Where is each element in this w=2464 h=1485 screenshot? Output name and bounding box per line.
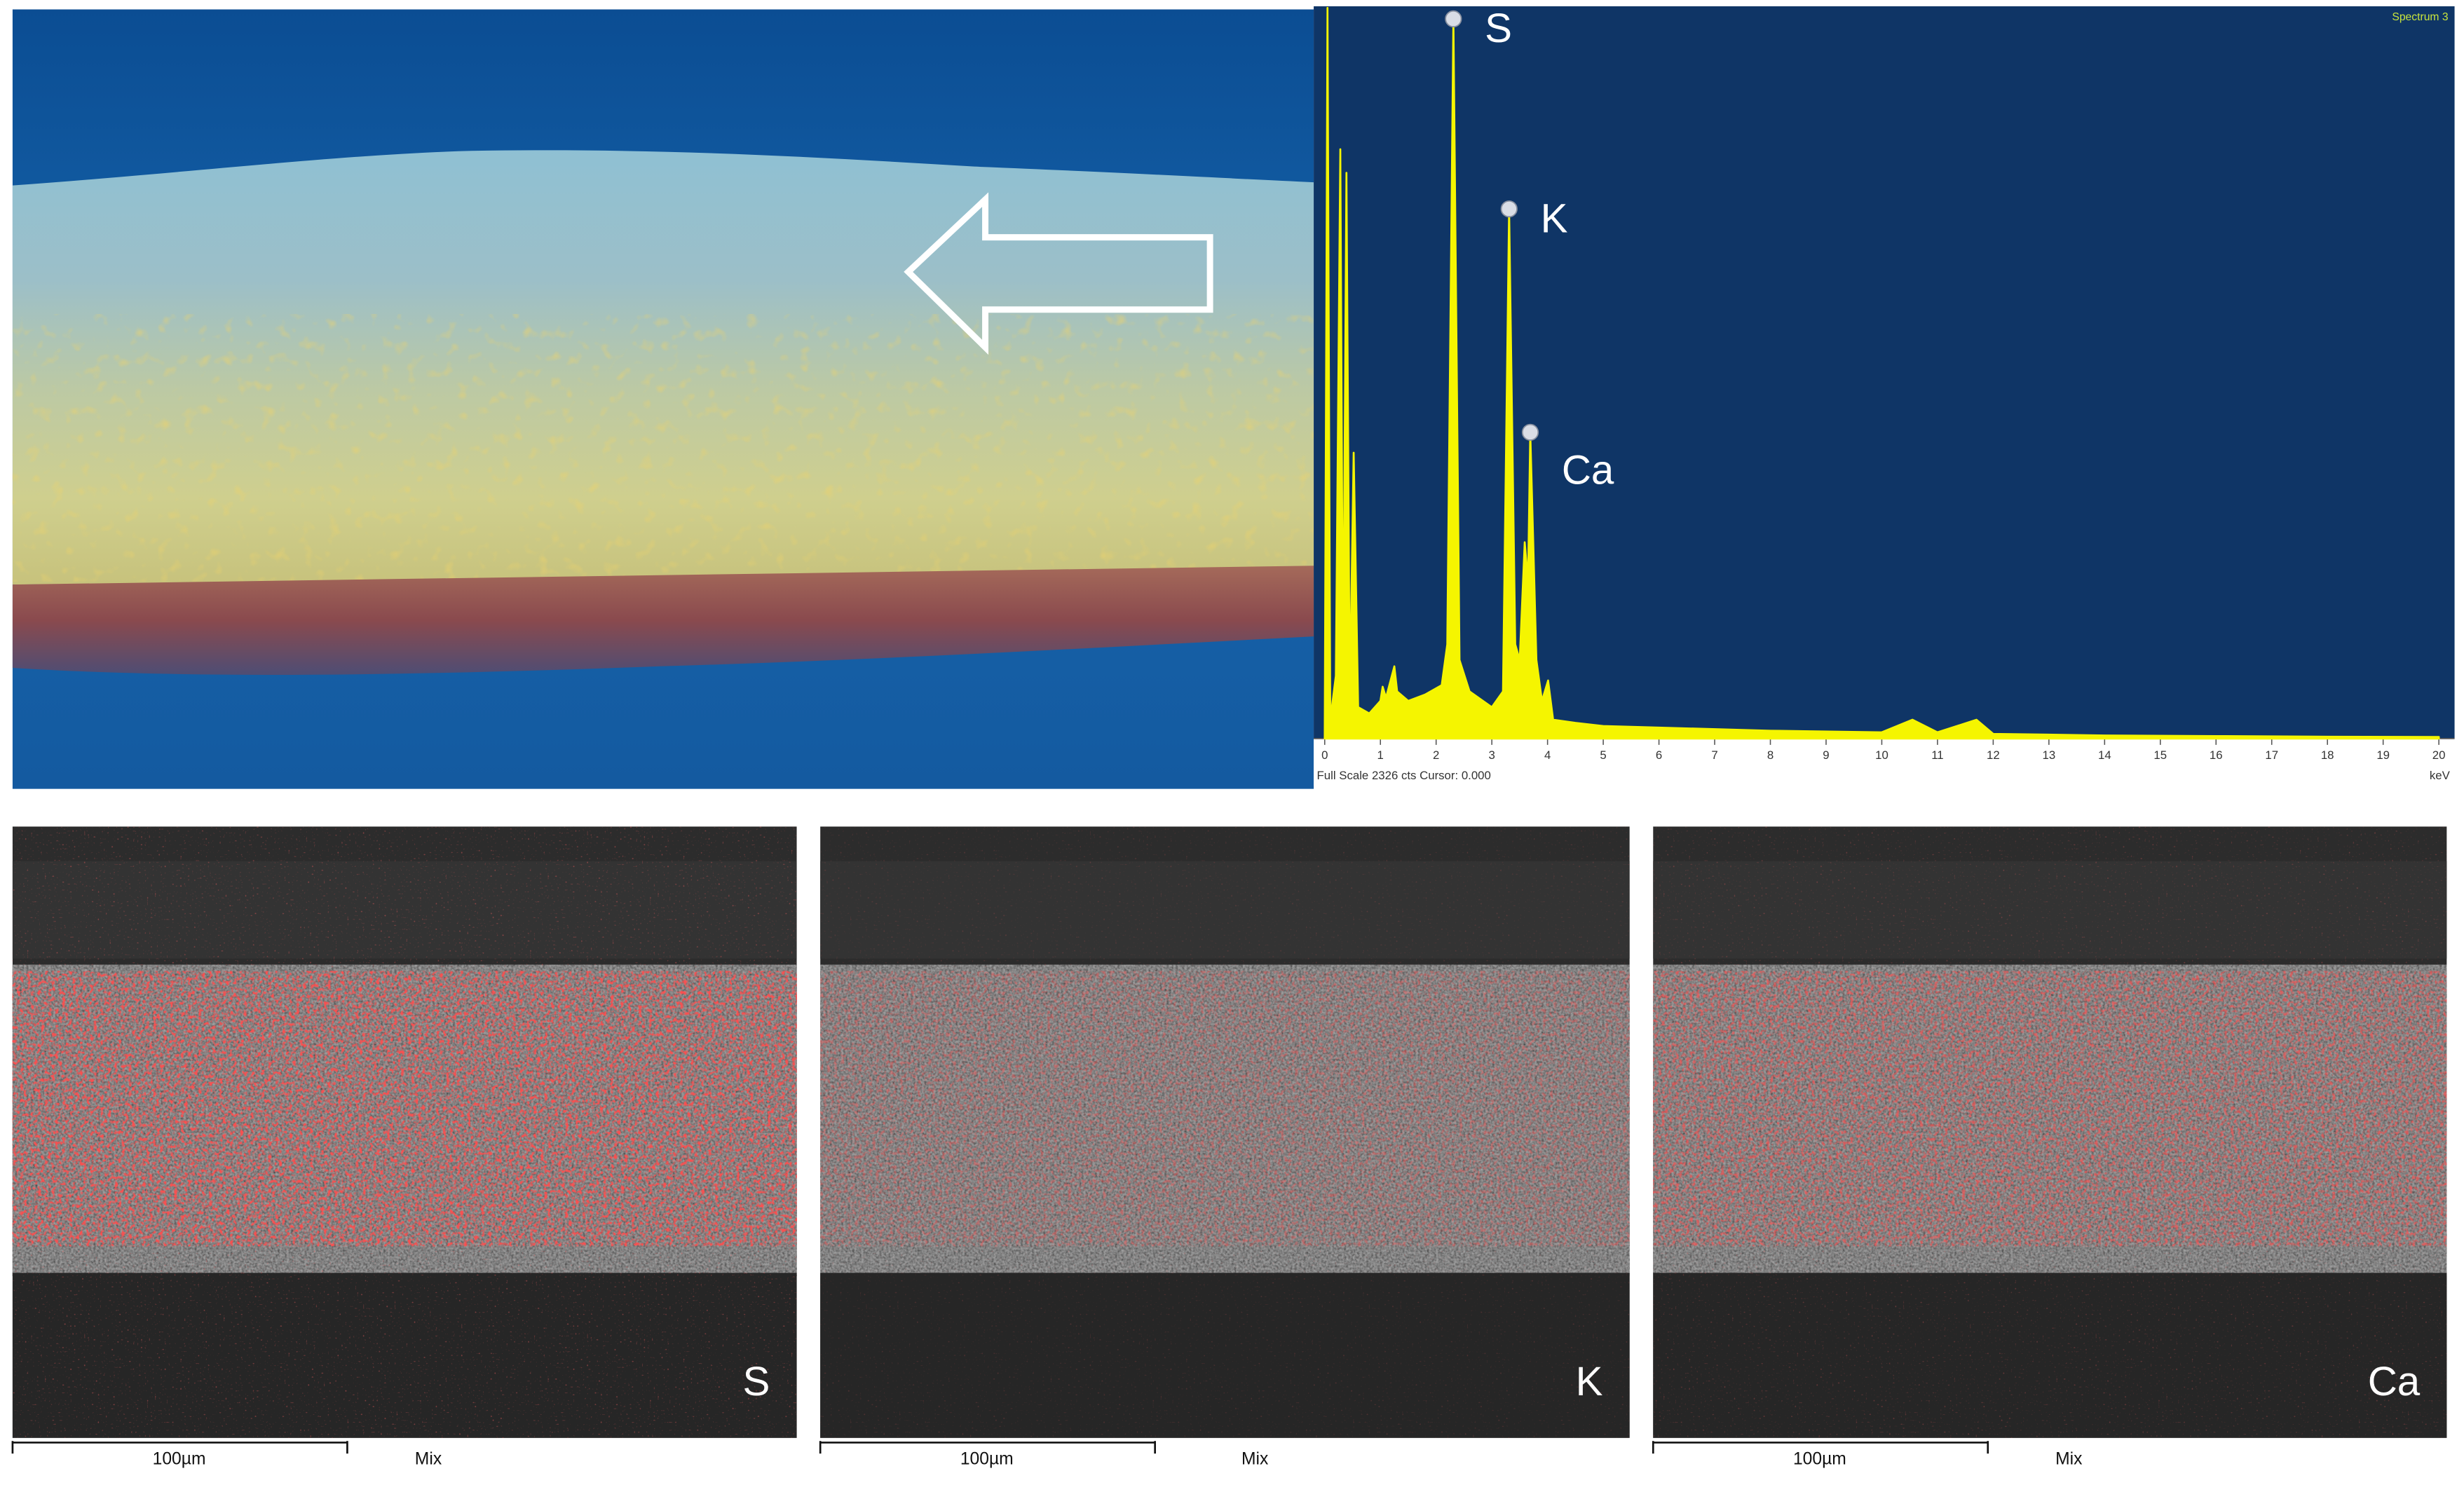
red-signal-faint xyxy=(820,826,1630,1438)
peak-label: S xyxy=(1485,6,1512,51)
x-tick-label: 15 xyxy=(2153,748,2167,762)
x-tick-label: 5 xyxy=(1600,748,1606,762)
x-tick-label: 2 xyxy=(1433,748,1439,762)
pigment-particles xyxy=(12,314,1314,582)
red-layer xyxy=(12,566,1314,675)
x-tick-label: 10 xyxy=(1875,748,1888,762)
x-tick-label: 9 xyxy=(1823,748,1829,762)
scale-bar-label: 100µm xyxy=(1793,1450,1846,1469)
peak-label: K xyxy=(1541,196,1568,241)
element-map: K 100µm Mix xyxy=(819,826,1630,1469)
peak-marker xyxy=(1521,423,1539,441)
spectrum-axis-strip xyxy=(1314,738,2455,786)
map-mode-label: Mix xyxy=(415,1450,442,1469)
peak-marker xyxy=(1500,200,1518,218)
map-element-label: Ca xyxy=(2368,1359,2421,1404)
x-tick-label: 19 xyxy=(2376,748,2390,762)
element-map: Ca 100µm Mix xyxy=(1652,826,2447,1469)
x-tick-label: 20 xyxy=(2432,748,2446,762)
x-tick-label: 4 xyxy=(1544,748,1551,762)
x-tick-label: 8 xyxy=(1767,748,1774,762)
scale-bar-label: 100µm xyxy=(153,1450,206,1469)
x-tick-label: 18 xyxy=(2321,748,2334,762)
peak-marker xyxy=(1445,10,1462,28)
peak-label: Ca xyxy=(1562,448,1614,493)
scale-bar-label: 100µm xyxy=(960,1450,1014,1469)
red-signal-faint xyxy=(12,826,797,1438)
cross-section-photo xyxy=(12,9,1314,789)
x-tick-label: 11 xyxy=(1931,748,1943,762)
x-tick-label: 3 xyxy=(1488,748,1495,762)
element-maps: S 100µm Mix K 100µm Mix Ca 100µm Mix xyxy=(11,826,2447,1469)
spectrum-footer: Full Scale 2326 cts Cursor: 0.000 xyxy=(1317,769,1491,782)
map-element-label: S xyxy=(743,1359,770,1404)
x-tick-label: 13 xyxy=(2043,748,2056,762)
red-signal-faint xyxy=(1653,826,2447,1438)
x-tick-label: 16 xyxy=(2210,748,2223,762)
x-tick-label: 6 xyxy=(1656,748,1662,762)
map-element-label: K xyxy=(1576,1359,1603,1404)
x-tick-label: 14 xyxy=(2098,748,2111,762)
x-tick-label: 7 xyxy=(1711,748,1717,762)
x-unit-label: keV xyxy=(2430,769,2451,782)
spectrum-background xyxy=(1314,6,2455,739)
x-tick-label: 17 xyxy=(2265,748,2278,762)
spectrum-title: Spectrum 3 xyxy=(2392,11,2448,23)
map-mode-label: Mix xyxy=(2055,1450,2083,1469)
map-mode-label: Mix xyxy=(1241,1450,1269,1469)
arrow xyxy=(904,192,1213,355)
spectrum-area xyxy=(1323,6,2440,740)
x-tick-label: 12 xyxy=(1987,748,2000,762)
x-tick-label: 1 xyxy=(1377,748,1384,762)
x-tick-label: 0 xyxy=(1321,748,1328,762)
eds-spectrum: Spectrum 3 Full Scale 2326 cts Cursor: 0… xyxy=(1314,6,2455,786)
element-map: S 100µm Mix xyxy=(11,826,797,1469)
